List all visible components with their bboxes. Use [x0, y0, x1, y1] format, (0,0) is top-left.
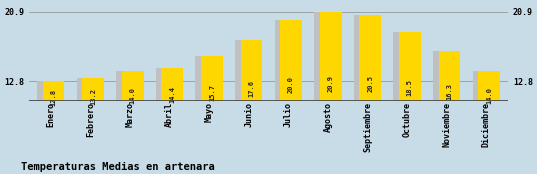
Bar: [201, 57, 223, 174]
Bar: [82, 78, 104, 174]
Text: Temperaturas Medias en artenara: Temperaturas Medias en artenara: [21, 162, 215, 172]
Bar: [354, 15, 375, 174]
Text: 20.0: 20.0: [288, 76, 294, 93]
Bar: [274, 20, 296, 174]
Bar: [162, 68, 183, 174]
Bar: [117, 71, 138, 174]
Bar: [433, 51, 455, 174]
Bar: [122, 71, 143, 174]
Bar: [195, 57, 217, 174]
Text: 13.2: 13.2: [90, 88, 96, 105]
Text: 14.0: 14.0: [486, 86, 492, 104]
Bar: [478, 71, 500, 174]
Bar: [473, 71, 495, 174]
Text: 18.5: 18.5: [407, 79, 413, 96]
Bar: [320, 12, 342, 174]
Bar: [399, 33, 420, 174]
Bar: [314, 12, 336, 174]
Text: 14.4: 14.4: [169, 86, 175, 103]
Text: 14.0: 14.0: [130, 86, 136, 104]
Bar: [394, 33, 415, 174]
Bar: [37, 81, 59, 174]
Text: 15.7: 15.7: [209, 84, 215, 101]
Text: 12.8: 12.8: [50, 89, 56, 106]
Bar: [77, 78, 98, 174]
Bar: [235, 40, 257, 174]
Bar: [280, 20, 302, 174]
Text: 20.9: 20.9: [328, 75, 333, 92]
Bar: [42, 81, 64, 174]
Bar: [439, 51, 460, 174]
Text: 20.5: 20.5: [367, 75, 373, 92]
Text: 16.3: 16.3: [446, 83, 452, 100]
Bar: [156, 68, 178, 174]
Bar: [241, 40, 263, 174]
Text: 17.6: 17.6: [249, 80, 255, 97]
Bar: [359, 15, 381, 174]
